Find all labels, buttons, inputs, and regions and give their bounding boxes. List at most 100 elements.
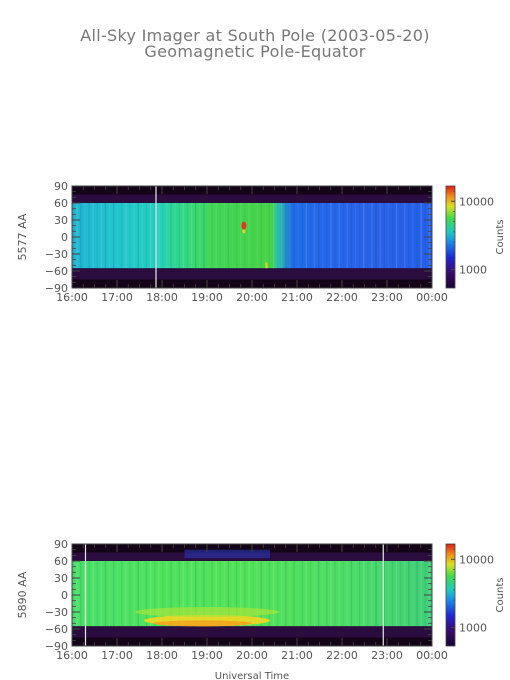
streak (313, 561, 316, 627)
streak (334, 561, 336, 627)
streak (383, 203, 385, 269)
streak (272, 561, 275, 627)
streak (297, 561, 299, 627)
x-tick-label: 23:00 (371, 649, 403, 662)
streak (240, 561, 242, 627)
streak (96, 561, 98, 627)
streak (84, 203, 86, 269)
x-tick-label: 19:00 (191, 649, 223, 662)
streak (359, 203, 361, 269)
streak (76, 561, 79, 627)
streak (252, 561, 254, 627)
bright-patch (207, 203, 275, 269)
streak (248, 203, 250, 269)
x-tick-label: 22:00 (326, 649, 358, 662)
streak (330, 203, 332, 269)
streak (117, 561, 119, 627)
streak (322, 561, 324, 627)
streak (375, 561, 377, 627)
streak (424, 561, 426, 627)
streak (207, 561, 209, 627)
streak (182, 561, 184, 627)
streak (223, 561, 225, 627)
streak (400, 561, 402, 627)
streak (264, 561, 266, 627)
streak (211, 203, 213, 269)
streak (72, 203, 74, 269)
x-tick-label: 21:00 (281, 649, 313, 662)
streak (190, 561, 193, 627)
colorbar-label: Counts (495, 578, 506, 613)
colorbar-tick-label: 1000 (459, 622, 487, 635)
hotspot (242, 229, 246, 234)
y-tick-label: −60 (45, 623, 68, 636)
streak (166, 561, 168, 627)
x-tick-label: 21:00 (281, 291, 313, 304)
y-tick-label: 30 (54, 214, 68, 227)
streak (383, 561, 385, 627)
streak (272, 203, 275, 269)
streak (416, 561, 418, 627)
streak (264, 203, 266, 269)
streak (199, 203, 201, 269)
streak (92, 203, 94, 269)
streak (395, 203, 398, 269)
y-tick-label: −30 (45, 248, 68, 261)
streak (170, 561, 172, 627)
streak (371, 203, 373, 269)
streak (108, 203, 111, 269)
streak (424, 203, 426, 269)
streak (420, 561, 422, 627)
streak (408, 561, 410, 627)
streak (236, 561, 238, 627)
streak (215, 561, 217, 627)
streak (301, 203, 303, 269)
streak (195, 561, 197, 627)
streak (72, 203, 75, 269)
x-tick-label: 20:00 (236, 649, 268, 662)
streak (334, 203, 336, 269)
streak (375, 203, 377, 269)
streak (289, 203, 291, 269)
streak (145, 203, 148, 269)
blue-patch (184, 549, 270, 559)
streak (154, 561, 156, 627)
streak (154, 203, 156, 269)
streak (178, 203, 180, 269)
streak (305, 203, 307, 269)
streak (359, 561, 361, 627)
streak (113, 203, 115, 269)
colorbar-tick-label: 10000 (459, 553, 494, 566)
streak (100, 561, 102, 627)
streak (244, 203, 246, 269)
streak (260, 203, 262, 269)
streak (342, 203, 344, 269)
y-tick-label: −90 (45, 282, 68, 295)
streak (285, 203, 287, 269)
chart-subtitle: Geomagnetic Pole-Equator (144, 42, 366, 61)
streak (141, 203, 143, 269)
streak (408, 203, 410, 269)
streak (223, 203, 225, 269)
streak (379, 561, 381, 627)
streak (244, 561, 246, 627)
streak (318, 203, 320, 269)
streak (219, 203, 221, 269)
streak (309, 561, 312, 627)
streak (137, 203, 139, 269)
streak (76, 203, 79, 269)
x-tick-label: 23:00 (371, 291, 403, 304)
streak (80, 203, 82, 269)
x-tick-label: 17:00 (101, 649, 133, 662)
y-tick-label: 60 (54, 197, 68, 210)
streak (318, 561, 320, 627)
streak (309, 203, 312, 269)
streak (178, 561, 180, 627)
hotspot (241, 221, 247, 230)
streak (293, 561, 295, 627)
streak (277, 561, 279, 627)
streak (145, 561, 148, 627)
streak (346, 203, 348, 269)
